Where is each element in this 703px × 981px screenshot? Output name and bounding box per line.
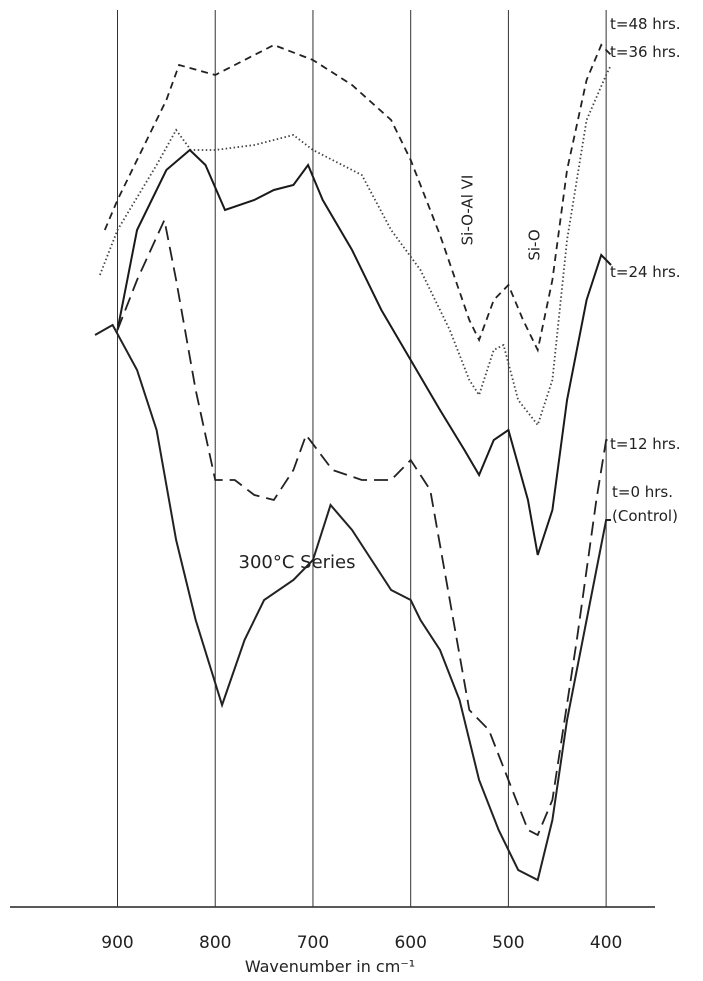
x-tick-label: 500 [492, 933, 524, 953]
annotation: 300°C Series [239, 552, 356, 573]
x-axis-label: Wavenumber in cm⁻¹ [245, 957, 415, 976]
x-tick-label: 800 [199, 933, 231, 953]
legend-label: t=48 hrs. [610, 15, 681, 33]
annotation: Si-O [526, 229, 544, 260]
x-tick-label: 400 [590, 933, 622, 953]
legend-label: t=0 hrs. (Control) [612, 483, 678, 525]
series-line [99, 64, 612, 427]
x-tick-label: 600 [394, 933, 426, 953]
x-tick-label: 900 [101, 933, 133, 953]
annotation: Si-O-Al VI [459, 175, 477, 246]
series-line [103, 43, 612, 353]
legend-label: t=12 hrs. [610, 435, 681, 453]
legend-label: t=24 hrs. [610, 263, 681, 281]
x-tick-label: 700 [297, 933, 329, 953]
series-line [94, 323, 612, 882]
series-line [116, 217, 612, 837]
legend-label: t=36 hrs. [610, 43, 681, 61]
series-line [116, 148, 612, 556]
